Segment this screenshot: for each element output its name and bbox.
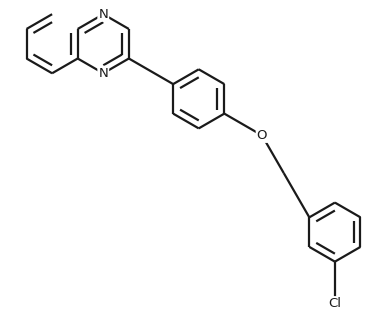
Text: N: N [98,8,108,21]
Text: O: O [257,129,267,142]
Text: Cl: Cl [329,297,341,310]
Text: N: N [98,67,108,80]
